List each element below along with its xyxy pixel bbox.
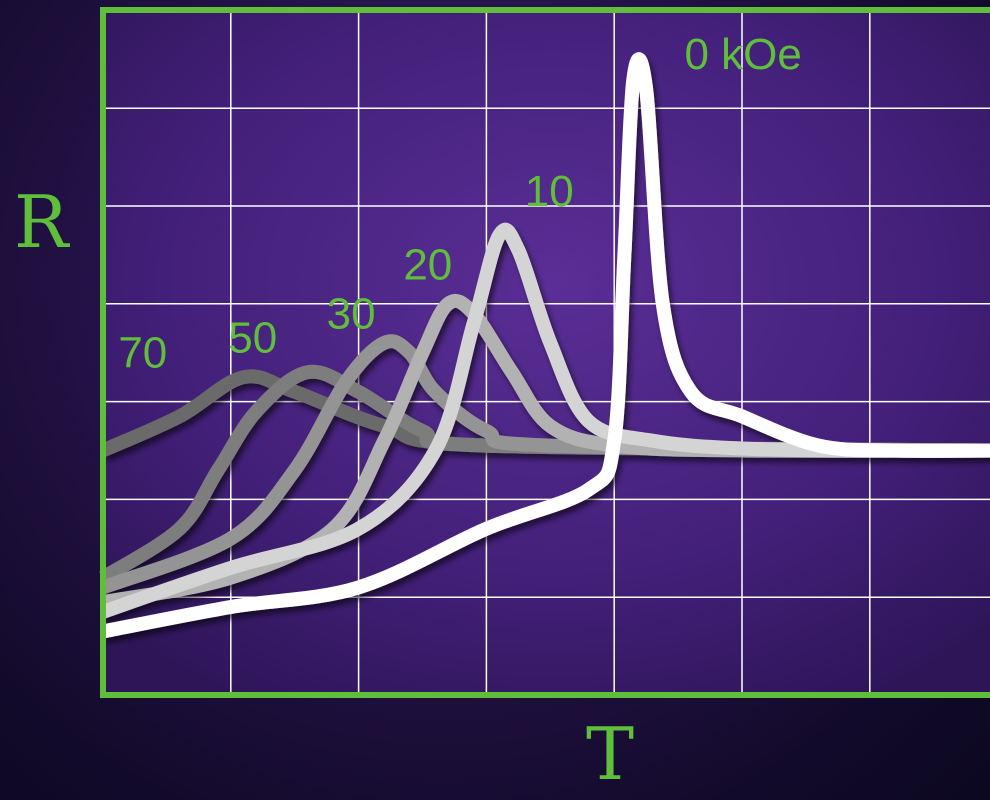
curve-labels: 0 kOe 10 20 30 50 70: [118, 30, 802, 377]
x-axis-title: T: [586, 712, 635, 796]
curve-label: 0 kOe: [684, 30, 801, 79]
plot-frame: [100, 7, 990, 698]
curve-label: 70: [118, 328, 167, 377]
curve-label: 30: [327, 289, 376, 338]
y-axis-title: R: [14, 180, 69, 264]
grid: [103, 9, 990, 695]
plot-area: [103, 10, 990, 695]
axes-frame: [100, 7, 990, 698]
curve-label: 10: [525, 167, 574, 216]
curves: [99, 52, 990, 639]
curve-label: 50: [228, 314, 277, 363]
series-line: [101, 52, 990, 639]
series-line: [100, 222, 990, 619]
curve-label: 20: [403, 240, 452, 289]
